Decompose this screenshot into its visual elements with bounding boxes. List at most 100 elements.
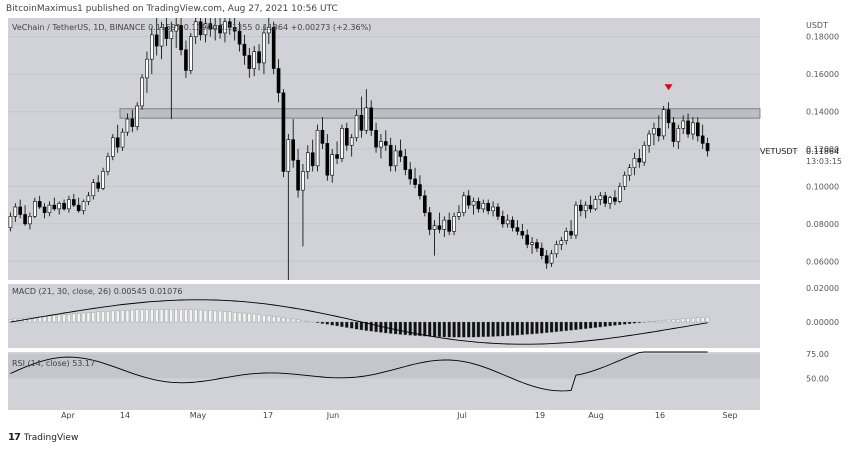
- macd-histogram-bar: [272, 316, 276, 323]
- candle-body: [349, 137, 354, 146]
- macd-histogram-bar: [77, 313, 81, 323]
- candle-body: [193, 21, 198, 38]
- macd-histogram-bar: [306, 321, 310, 323]
- macd-histogram-bar: [525, 321, 529, 335]
- candle-body: [213, 25, 217, 30]
- candle-body: [154, 34, 159, 47]
- macd-histogram-bar: [252, 313, 256, 323]
- macd-histogram-bar: [691, 317, 695, 323]
- candle-body: [37, 201, 42, 208]
- candle-body: [544, 255, 549, 264]
- x-tick-label: Jun: [326, 411, 340, 420]
- macd-histogram-bar: [325, 321, 329, 325]
- countdown-label: 13:03:15: [806, 157, 842, 166]
- macd-histogram-bar: [462, 321, 466, 338]
- candle-body: [598, 195, 603, 200]
- macd-histogram-bar: [203, 310, 208, 323]
- candle-body: [47, 204, 52, 213]
- macd-histogram-bar: [374, 321, 378, 333]
- candle-body: [564, 231, 568, 241]
- candle-body: [67, 199, 71, 210]
- macd-histogram-bar: [301, 320, 305, 323]
- candle-body: [252, 51, 256, 69]
- x-tick-label: Sep: [722, 411, 737, 420]
- macd-histogram-bar: [657, 320, 661, 323]
- candle-body: [696, 122, 700, 137]
- macd-histogram-bar: [608, 321, 612, 327]
- candle-body: [115, 137, 120, 148]
- candle-body: [228, 21, 232, 28]
- candle-body: [666, 109, 671, 124]
- symbol-label: VETUSDT: [760, 147, 798, 156]
- candle-body: [315, 129, 320, 167]
- macd-histogram-bar: [228, 311, 232, 323]
- macd-histogram-bar: [369, 321, 373, 332]
- tradingview-brand[interactable]: TradingView: [23, 432, 79, 443]
- candle-body: [700, 135, 705, 144]
- candle-body: [330, 154, 334, 176]
- author-name[interactable]: BitcoinMaximus1: [6, 4, 83, 14]
- candle-body: [374, 129, 378, 148]
- candle-body: [535, 242, 539, 249]
- macd-histogram-bar: [593, 321, 598, 328]
- macd-histogram-bar: [67, 313, 71, 323]
- candle-body: [384, 141, 388, 146]
- price-legend: VeChain / TetherUS, 1D, BINANCE 0.11591 …: [12, 23, 371, 32]
- candle-body: [379, 141, 383, 148]
- macd-histogram-bar: [501, 321, 505, 337]
- candle-body: [125, 118, 130, 133]
- candle-body: [120, 131, 125, 148]
- candle-body: [96, 182, 100, 189]
- price-tick-label: 0.08000: [806, 220, 839, 229]
- macd-histogram-bar: [413, 321, 417, 336]
- candle-body: [13, 206, 18, 217]
- macd-histogram-bar: [72, 313, 76, 323]
- last-price-label: 0.11864: [806, 147, 839, 156]
- candle-body: [603, 195, 607, 204]
- macd-histogram-bar: [189, 309, 193, 323]
- candle-body: [525, 234, 529, 245]
- macd-histogram-bar: [111, 310, 115, 323]
- candle-body: [583, 204, 588, 212]
- candle-body: [466, 195, 471, 206]
- macd-histogram-bar: [686, 318, 690, 323]
- macd-histogram-bar: [150, 309, 154, 323]
- macd-histogram-bar: [701, 317, 705, 323]
- candle-body: [647, 133, 651, 146]
- macd-histogram-bar: [471, 321, 476, 338]
- macd-histogram-bar: [510, 321, 515, 336]
- macd-histogram-bar: [120, 310, 125, 323]
- macd-histogram-bar: [467, 321, 471, 338]
- macd-histogram-bar: [62, 314, 66, 323]
- candle-body: [86, 195, 91, 202]
- macd-histogram-bar: [481, 321, 485, 338]
- macd-histogram-bar: [164, 309, 169, 323]
- candle-body: [242, 43, 247, 56]
- macd-histogram-bar: [447, 321, 451, 338]
- macd-histogram-bar: [569, 321, 573, 331]
- macd-histogram-bar: [545, 321, 549, 333]
- macd-histogram-bar: [145, 309, 149, 323]
- macd-histogram-bar: [276, 316, 281, 323]
- candle-body: [111, 137, 115, 157]
- price-chart[interactable]: 0.18000 0.16000 0.14000 0.12000 0.10000 0.080…: [0, 18, 850, 428]
- candle-body: [491, 206, 495, 212]
- candle-body: [398, 150, 403, 157]
- candle-body: [310, 152, 315, 167]
- x-tick-label: Aug: [588, 411, 604, 420]
- candle-body: [301, 171, 305, 191]
- candle-body: [559, 240, 564, 245]
- candle-body: [520, 231, 525, 236]
- macd-histogram-bar: [705, 316, 710, 323]
- macd-histogram-bar: [491, 321, 495, 337]
- candle-body: [101, 171, 105, 189]
- candle-body: [671, 122, 676, 142]
- candle-body: [588, 204, 593, 210]
- macd-histogram-bar: [418, 321, 422, 337]
- x-tick-label: 16: [655, 411, 665, 420]
- candle-body: [203, 23, 208, 36]
- macd-histogram-bar: [632, 321, 637, 324]
- candle-body: [52, 204, 57, 210]
- macd-histogram-bar: [296, 319, 300, 323]
- candle-body: [296, 159, 300, 191]
